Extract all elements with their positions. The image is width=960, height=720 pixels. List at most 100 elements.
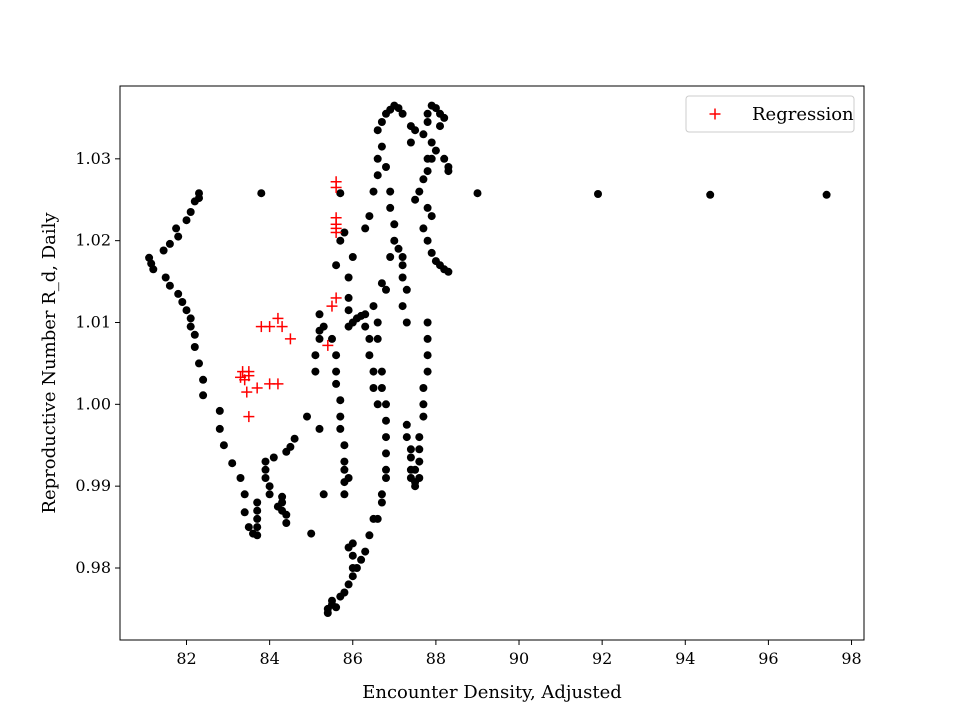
plot-area: [119, 85, 865, 641]
data-point: [172, 224, 181, 233]
data-point: [336, 396, 345, 405]
data-point: [415, 457, 424, 466]
x-tick-label: 90: [509, 649, 529, 668]
data-point: [377, 367, 386, 376]
data-point: [315, 334, 324, 343]
data-point: [411, 465, 420, 474]
data-point: [344, 293, 353, 302]
data-point: [344, 273, 353, 282]
data-point: [253, 506, 262, 515]
data-point: [411, 195, 420, 204]
data-point: [253, 514, 262, 523]
x-axis: 82 84 86 88 90 92 94 96 98: [176, 640, 862, 668]
data-point: [182, 306, 191, 315]
regression-point: [243, 411, 255, 423]
data-point: [427, 212, 436, 221]
data-point: [382, 163, 390, 171]
data-point: [340, 441, 349, 450]
data-point: [369, 187, 378, 196]
data-point: [340, 465, 349, 474]
data-point: [365, 531, 374, 540]
data-point: [340, 478, 349, 487]
data-point: [357, 555, 366, 564]
data-point: [386, 253, 395, 261]
data-point: [290, 434, 299, 443]
data-point: [431, 146, 440, 155]
data-point: [377, 490, 386, 499]
data-point: [594, 190, 602, 198]
data-point: [419, 175, 428, 184]
data-point: [340, 457, 349, 466]
data-point: [319, 490, 328, 499]
data-point: [215, 406, 224, 415]
data-point: [344, 580, 353, 589]
data-point: [199, 391, 208, 400]
data-point: [199, 375, 208, 384]
data-point: [373, 154, 382, 163]
data-point: [706, 190, 715, 199]
data-point: [261, 465, 270, 474]
data-point: [402, 285, 411, 294]
data-point: [311, 367, 320, 376]
data-point: [174, 232, 183, 241]
data-point: [398, 109, 407, 118]
data-point: [382, 400, 390, 409]
data-point: [382, 285, 390, 294]
data-point: [406, 138, 415, 147]
regression-point: [330, 212, 342, 224]
data-point: [423, 334, 432, 343]
legend: Regression: [685, 95, 855, 133]
regression-point: [272, 378, 284, 390]
data-point: [332, 367, 341, 376]
data-point: [182, 216, 191, 225]
data-point: [423, 318, 432, 327]
data-point: [822, 190, 831, 199]
data-point: [411, 482, 420, 491]
data-point: [406, 453, 415, 462]
data-point: [240, 508, 249, 517]
data-point: [195, 189, 203, 198]
data-point: [348, 539, 357, 548]
data-point: [159, 246, 168, 255]
data-point: [315, 310, 324, 319]
x-tick-label: 84: [259, 649, 279, 668]
legend-plus-icon: [709, 108, 721, 120]
data-point: [427, 248, 436, 257]
data-point: [423, 367, 432, 376]
data-point: [386, 187, 395, 196]
regression-point: [264, 321, 276, 333]
data-point: [365, 351, 374, 360]
data-point: [161, 273, 170, 282]
data-point: [431, 104, 440, 113]
data-point: [427, 154, 436, 163]
data-point: [332, 261, 341, 270]
y-tick-label: 1.01: [75, 312, 111, 331]
x-tick-label: 92: [592, 649, 612, 668]
data-point: [423, 109, 432, 118]
data-point: [369, 384, 378, 392]
data-point: [427, 138, 436, 147]
data-point: [311, 351, 320, 360]
data-point: [423, 351, 432, 360]
data-point: [373, 334, 382, 343]
data-point: [402, 433, 411, 442]
data-point: [215, 424, 224, 433]
data-point: [415, 445, 424, 454]
x-tick-label: 94: [675, 649, 695, 668]
regression-point: [322, 339, 334, 351]
data-point: [190, 343, 199, 351]
data-point: [319, 322, 328, 331]
data-point: [240, 490, 249, 499]
legend-frame: [685, 95, 855, 133]
data-point: [382, 465, 390, 474]
regression-point: [251, 382, 263, 394]
data-point: [336, 424, 345, 433]
y-tick-label: 1.03: [75, 149, 111, 168]
data-point: [195, 359, 203, 368]
data-point: [361, 547, 370, 556]
data-point: [278, 492, 287, 501]
data-point: [165, 239, 174, 248]
data-point: [253, 531, 262, 540]
data-point: [265, 490, 274, 499]
